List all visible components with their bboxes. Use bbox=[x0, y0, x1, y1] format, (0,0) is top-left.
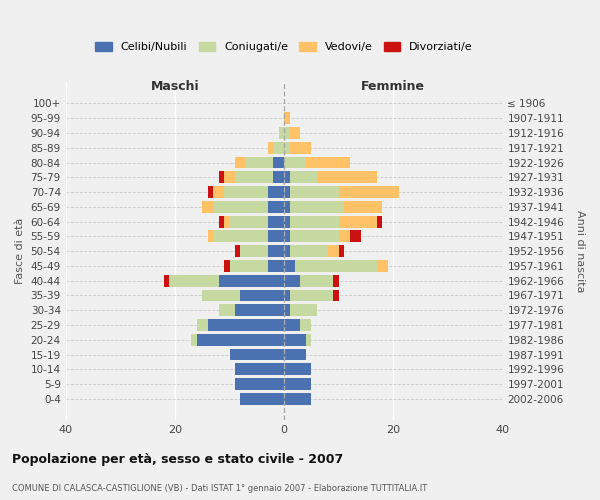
Bar bbox=[202, 201, 213, 213]
Bar bbox=[208, 186, 213, 198]
Bar bbox=[208, 319, 284, 331]
Bar bbox=[273, 142, 284, 154]
Bar bbox=[164, 275, 169, 286]
Bar bbox=[377, 260, 388, 272]
Bar bbox=[235, 156, 246, 168]
Bar bbox=[268, 142, 273, 154]
Y-axis label: Anni di nascita: Anni di nascita bbox=[575, 210, 585, 292]
Bar bbox=[218, 216, 224, 228]
Bar bbox=[191, 334, 197, 345]
Bar bbox=[284, 156, 306, 168]
Bar bbox=[290, 230, 339, 242]
Bar bbox=[306, 334, 311, 345]
Bar bbox=[246, 156, 273, 168]
Bar bbox=[284, 230, 290, 242]
Bar bbox=[268, 260, 284, 272]
Bar bbox=[268, 201, 284, 213]
Bar bbox=[213, 186, 224, 198]
Bar bbox=[229, 348, 284, 360]
Bar bbox=[284, 186, 290, 198]
Bar bbox=[284, 319, 301, 331]
Bar bbox=[268, 230, 284, 242]
Bar bbox=[284, 260, 295, 272]
Bar bbox=[284, 364, 311, 375]
Bar bbox=[333, 275, 339, 286]
Bar bbox=[278, 127, 284, 139]
Bar bbox=[235, 246, 241, 257]
Bar bbox=[284, 348, 306, 360]
Bar bbox=[284, 290, 290, 302]
Bar bbox=[339, 230, 350, 242]
Bar bbox=[268, 216, 284, 228]
Bar bbox=[306, 156, 350, 168]
Text: COMUNE DI CALASCA-CASTIGLIONE (VB) - Dati ISTAT 1° gennaio 2007 - Elaborazione T: COMUNE DI CALASCA-CASTIGLIONE (VB) - Dat… bbox=[12, 484, 427, 493]
Bar bbox=[290, 201, 344, 213]
Bar bbox=[350, 230, 361, 242]
Bar bbox=[218, 172, 224, 183]
Bar bbox=[284, 112, 290, 124]
Bar bbox=[169, 275, 218, 286]
Bar bbox=[224, 216, 229, 228]
Bar bbox=[290, 186, 339, 198]
Bar bbox=[284, 275, 301, 286]
Bar bbox=[339, 246, 344, 257]
Bar bbox=[235, 172, 273, 183]
Bar bbox=[241, 290, 284, 302]
Bar bbox=[284, 172, 290, 183]
Bar bbox=[284, 142, 290, 154]
Bar bbox=[241, 246, 268, 257]
Bar bbox=[235, 304, 284, 316]
Bar bbox=[301, 275, 333, 286]
Bar bbox=[284, 304, 290, 316]
Bar bbox=[224, 186, 268, 198]
Text: Femmine: Femmine bbox=[361, 80, 425, 93]
Bar bbox=[284, 127, 290, 139]
Bar bbox=[377, 216, 382, 228]
Bar bbox=[290, 246, 328, 257]
Bar bbox=[284, 216, 290, 228]
Bar bbox=[290, 216, 339, 228]
Bar bbox=[273, 156, 284, 168]
Bar bbox=[273, 172, 284, 183]
Bar bbox=[218, 304, 235, 316]
Bar bbox=[213, 230, 268, 242]
Bar bbox=[344, 201, 382, 213]
Legend: Celibi/Nubili, Coniugati/e, Vedovi/e, Divorziati/e: Celibi/Nubili, Coniugati/e, Vedovi/e, Di… bbox=[91, 37, 478, 56]
Bar bbox=[339, 186, 399, 198]
Y-axis label: Fasce di età: Fasce di età bbox=[15, 218, 25, 284]
Bar bbox=[284, 378, 311, 390]
Bar bbox=[284, 393, 311, 405]
Bar bbox=[328, 246, 339, 257]
Text: Popolazione per età, sesso e stato civile - 2007: Popolazione per età, sesso e stato civil… bbox=[12, 452, 343, 466]
Bar bbox=[202, 290, 241, 302]
Bar bbox=[229, 216, 268, 228]
Bar bbox=[208, 230, 213, 242]
Bar bbox=[295, 260, 377, 272]
Bar bbox=[235, 364, 284, 375]
Bar bbox=[229, 260, 268, 272]
Bar bbox=[284, 334, 306, 345]
Bar bbox=[197, 334, 284, 345]
Bar bbox=[284, 246, 290, 257]
Bar bbox=[290, 290, 333, 302]
Bar bbox=[290, 172, 317, 183]
Bar bbox=[268, 186, 284, 198]
Bar bbox=[213, 201, 268, 213]
Bar bbox=[241, 393, 284, 405]
Bar bbox=[317, 172, 377, 183]
Bar bbox=[235, 378, 284, 390]
Bar bbox=[333, 290, 339, 302]
Text: Maschi: Maschi bbox=[151, 80, 199, 93]
Bar bbox=[218, 275, 284, 286]
Bar bbox=[290, 142, 311, 154]
Bar bbox=[268, 246, 284, 257]
Bar bbox=[197, 319, 208, 331]
Bar bbox=[290, 127, 301, 139]
Bar bbox=[301, 319, 311, 331]
Bar bbox=[290, 304, 317, 316]
Bar bbox=[339, 216, 377, 228]
Bar bbox=[284, 201, 290, 213]
Bar bbox=[224, 172, 235, 183]
Bar bbox=[224, 260, 229, 272]
